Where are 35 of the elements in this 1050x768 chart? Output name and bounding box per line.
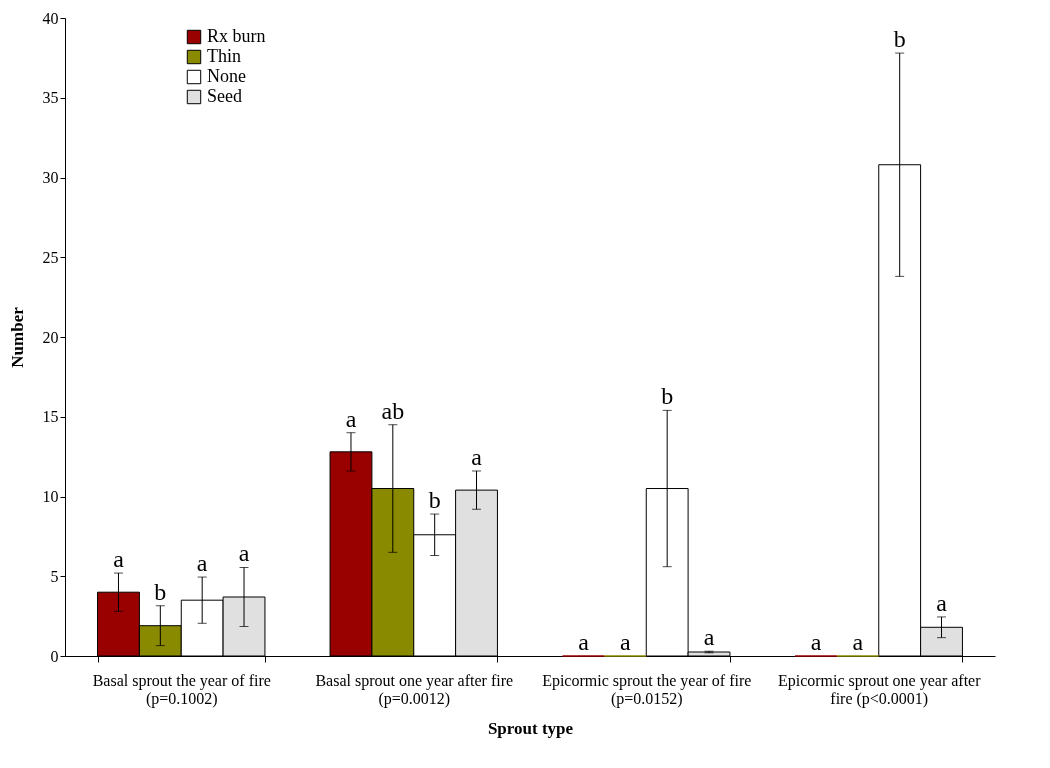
legend-label: None xyxy=(207,66,246,86)
annotation: a xyxy=(578,629,590,655)
x-axis-title: Sprout type xyxy=(487,718,574,738)
y-tick-label: 5 xyxy=(50,567,59,585)
y-tick-label: 30 xyxy=(42,169,59,186)
annotation: a xyxy=(471,443,483,470)
annotation: a xyxy=(620,629,631,655)
annotation: ab xyxy=(381,397,405,424)
annotation: b xyxy=(661,383,674,410)
legend-label: Seed xyxy=(207,86,242,106)
x-tick-label: Basal sprout one year after fire (p=0.0012) xyxy=(315,671,514,708)
y-tick-label: 25 xyxy=(42,248,59,266)
y-tick-label: 40 xyxy=(42,9,59,27)
y-tick-label: 10 xyxy=(42,488,59,505)
annotation: a xyxy=(936,589,948,616)
y-tick-label: 20 xyxy=(42,328,59,346)
annotation: a xyxy=(703,624,715,651)
legend-label: Thin xyxy=(207,46,241,66)
annotation: a xyxy=(852,629,864,655)
x-tick-label: Basal sprout the year of fire (p=0.1002) xyxy=(92,671,271,708)
annotation: b xyxy=(154,578,167,605)
annotation: a xyxy=(345,405,357,432)
x-tick-label: Epicormic sprout the year of fire (p=0.0152) xyxy=(542,671,752,708)
annotation: a xyxy=(810,629,822,655)
y-axis-title: Number xyxy=(7,306,27,368)
x-tick-label: Epicormic sprout one year after fire (p<0.0001) xyxy=(777,671,982,708)
annotation: b xyxy=(893,26,906,53)
annotation: a xyxy=(196,550,208,577)
annotation: b xyxy=(428,487,441,514)
y-tick-label: 15 xyxy=(42,408,59,426)
y-tick-label: 0 xyxy=(50,647,59,665)
annotation: a xyxy=(238,540,250,567)
y-tick-label: 35 xyxy=(42,89,59,107)
annotation: a xyxy=(113,546,125,573)
legend-label: Rx burn xyxy=(207,26,266,46)
